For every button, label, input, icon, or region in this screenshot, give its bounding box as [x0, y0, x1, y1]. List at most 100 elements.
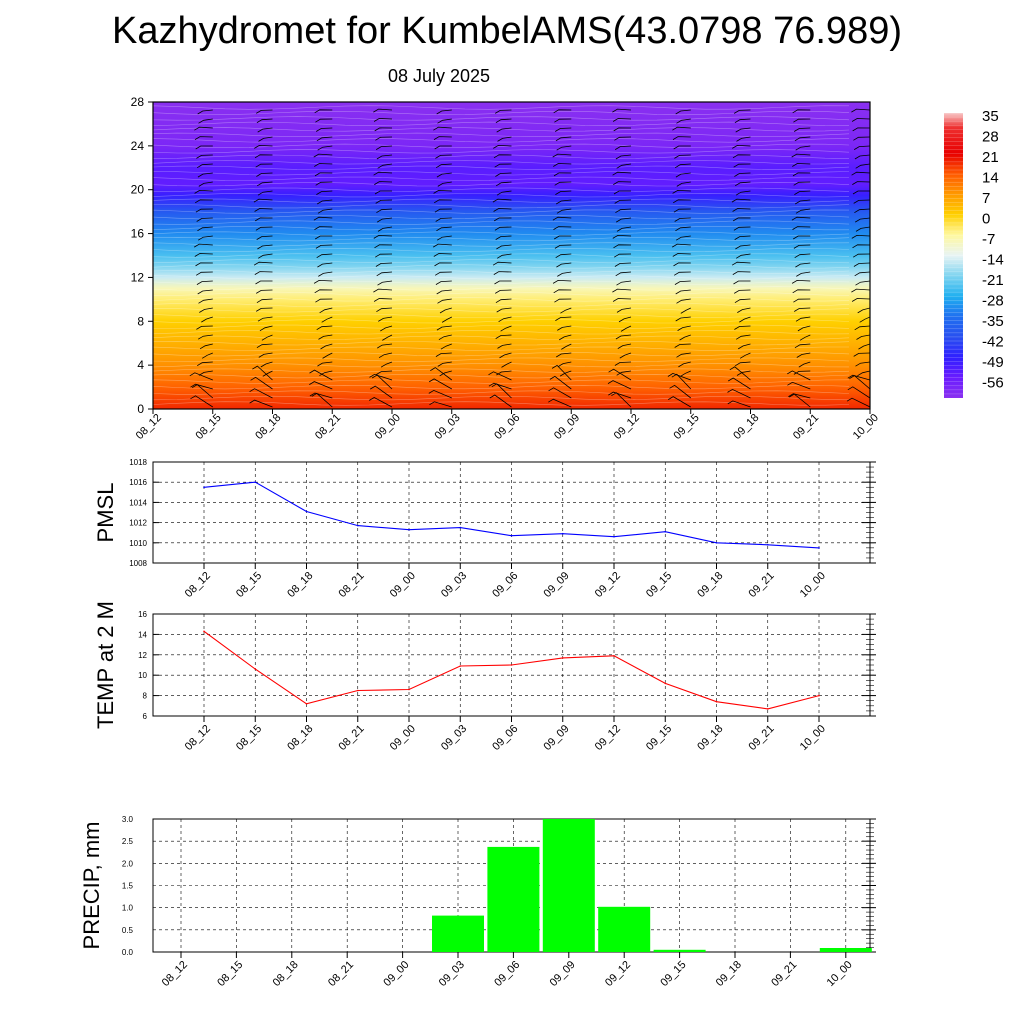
wind-barb: [190, 395, 214, 408]
wind-barb: [556, 262, 572, 268]
y-tick-label: 2.0: [122, 859, 134, 868]
wind-barb: [253, 261, 273, 266]
y-tick-label: 1012: [129, 519, 147, 528]
data-point: [767, 544, 769, 546]
wind-barb: [792, 109, 811, 114]
wind-barb: [493, 144, 512, 149]
wind-barb: [494, 226, 512, 231]
wind-barb: [255, 163, 273, 168]
contour-line: [153, 116, 850, 121]
wind-barb: [854, 217, 870, 223]
x-tick-label: 09_18: [695, 570, 725, 600]
data-point: [305, 703, 308, 705]
wind-barb: [794, 343, 811, 349]
colorbar-label: -42: [982, 334, 1004, 351]
wind-barb: [554, 118, 572, 123]
wind-barb: [434, 208, 452, 213]
x-tick-label: 08_18: [253, 412, 283, 442]
wind-barb: [201, 316, 213, 323]
x-tick-label: 09_12: [612, 412, 642, 442]
x-tick-label: 08_12: [183, 723, 213, 753]
contour-line: [153, 220, 850, 225]
wind-barb: [436, 235, 452, 241]
x-tick-label: 09_09: [542, 570, 572, 600]
contour-line: [153, 225, 849, 231]
wind-barb: [674, 217, 691, 222]
x-tick-label: 09_18: [731, 412, 761, 442]
wind-barb: [613, 244, 632, 249]
x-tick-label: 08_12: [134, 412, 164, 442]
precip-bar: [432, 915, 484, 952]
contour-line: [153, 154, 850, 159]
wind-barb: [674, 163, 691, 169]
wind-barb: [257, 190, 273, 196]
wind-barb: [612, 298, 632, 302]
wind-barb: [314, 163, 333, 167]
wind-barb: [859, 316, 870, 323]
wind-barb: [256, 118, 273, 124]
contour-line: [153, 264, 850, 269]
wind-barb: [616, 280, 632, 286]
contour-line: [153, 121, 850, 127]
data-point: [510, 534, 513, 537]
wind-barb: [197, 289, 213, 295]
wind-barb: [794, 190, 811, 195]
wind-barb: [676, 118, 691, 124]
wind-barb: [607, 380, 632, 390]
contour-line: [153, 324, 850, 329]
wind-barb: [555, 253, 572, 259]
wind-barb: [734, 361, 751, 367]
wind-barb: [671, 373, 692, 390]
wind-barb: [317, 361, 333, 367]
wind-barb: [793, 127, 811, 132]
contour-line: [153, 138, 850, 143]
wind-barb: [496, 307, 512, 313]
wind-barb: [851, 234, 870, 239]
contour-line: [153, 346, 849, 351]
wind-barb: [313, 279, 333, 284]
x-tick-label: 09_03: [439, 570, 469, 600]
wind-barb: [796, 271, 811, 277]
x-tick-label: 08_15: [234, 723, 264, 753]
x-tick-label: 09_03: [433, 412, 463, 442]
wind-barb: [153, 388, 154, 389]
x-tick-label: 09_06: [492, 412, 522, 442]
wind-barb: [428, 378, 452, 390]
wind-barb: [735, 244, 751, 250]
wind-barb: [194, 136, 213, 140]
wind-barb: [153, 289, 154, 290]
wind-barb: [553, 172, 572, 177]
data-point: [357, 689, 359, 692]
contour-line: [153, 308, 850, 313]
wind-barb: [488, 382, 512, 390]
contour-line: [153, 401, 850, 406]
wind-barb: [153, 218, 154, 219]
wind-barb: [611, 392, 632, 408]
wind-barb: [196, 280, 213, 285]
wind-barb: [313, 153, 333, 158]
contour-line: [153, 379, 850, 384]
wind-barb: [676, 352, 691, 358]
wind-barb: [374, 127, 393, 132]
wind-barb: [255, 226, 273, 231]
wind-barb: [194, 199, 213, 204]
colorbar-label: -56: [982, 375, 1004, 392]
y-tick-label: 12: [138, 651, 147, 660]
contour-line: [153, 193, 850, 198]
wind-barb: [613, 190, 631, 195]
y-tick-label: 1016: [129, 478, 147, 487]
colorbar: 35 28 21 14 7 0 -7 -14 -21 -28 -35 -42 -49 -56: [944, 108, 1004, 398]
wind-barb: [492, 261, 512, 266]
wind-barb: [672, 126, 691, 131]
wind-barb: [252, 365, 273, 381]
wind-barb: [436, 109, 452, 115]
wind-barb: [257, 316, 273, 322]
precip-panel: 0.0 0.5 1.0 1.5 2.0 2.5 3.0 08_12 08_15 08_18 08_2…: [79, 815, 876, 989]
wind-barb: [680, 370, 691, 377]
x-tick-label: 08_21: [326, 959, 356, 989]
wind-barb: [798, 361, 811, 368]
y-tick-label: 1.5: [122, 882, 134, 891]
contour-line: [153, 171, 850, 176]
y-tick-label: 1018: [129, 458, 147, 467]
